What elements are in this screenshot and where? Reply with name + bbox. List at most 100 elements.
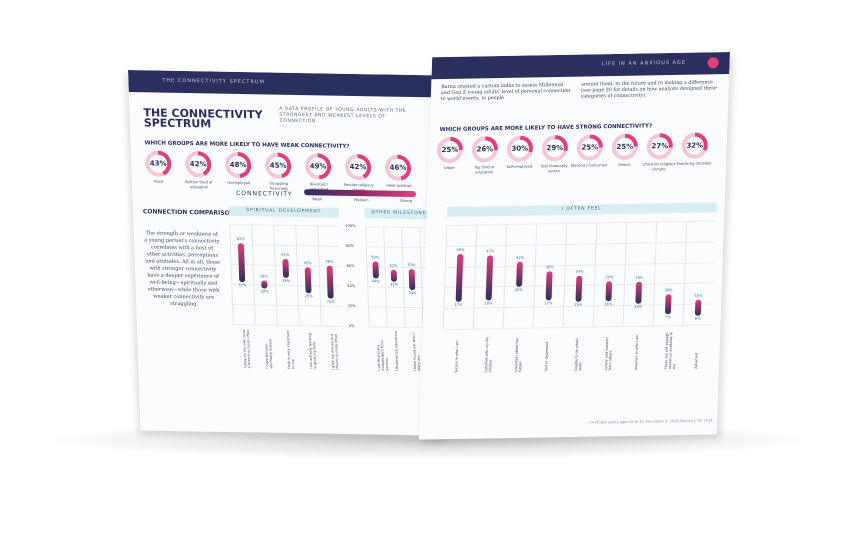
value-top: 47% bbox=[486, 248, 495, 254]
category-label: Faith is very important to me bbox=[285, 330, 296, 370]
weak-question: WHICH GROUPS ARE MORE LIKELY TO HAVE WEA… bbox=[144, 140, 350, 150]
category-label: I have found out who I really am bbox=[411, 333, 422, 372]
category-label: I finished my education bbox=[393, 331, 400, 371]
donut-value: 46% bbox=[388, 158, 408, 177]
category-label: There are not enough resources available… bbox=[664, 331, 677, 370]
grid-line bbox=[232, 303, 343, 307]
spiritual-panel: SPIRITUAL DEVELOPMENT 62% 32% I pray on my… bbox=[228, 205, 346, 408]
donut-chart: 26% bbox=[471, 136, 499, 163]
range-bar bbox=[605, 280, 613, 302]
value-bottom: 36% bbox=[282, 279, 291, 284]
donut-chart: 25% bbox=[436, 136, 464, 164]
axis-tick: 20% bbox=[347, 303, 357, 309]
donut-value: 25% bbox=[615, 137, 635, 157]
donut-value: 45% bbox=[268, 156, 288, 175]
range-bar bbox=[304, 266, 312, 293]
value-top: 62% bbox=[236, 237, 245, 242]
legend-low: Weak bbox=[312, 197, 323, 202]
range-bar bbox=[372, 261, 379, 279]
value-top: 33% bbox=[575, 269, 584, 274]
donut-chart: 46% bbox=[384, 154, 412, 182]
category-label: Unable to do what I want bbox=[574, 337, 583, 371]
donut-label: Bottom third of education bbox=[185, 180, 213, 189]
band-text: THE CONNECTIVITY SPECTRUM bbox=[162, 77, 265, 86]
value-top: 45% bbox=[303, 260, 312, 265]
category-label: I am actively working to grow my faith bbox=[307, 332, 318, 370]
feel-panel: I OFTEN FEEL 48% 17% Secure in who I am 47%… bbox=[440, 202, 717, 397]
donut-value: 26% bbox=[475, 140, 495, 159]
donut-label: Christian religious climate bbox=[642, 162, 676, 171]
value-top: 42% bbox=[515, 256, 525, 261]
strong-question: WHICH GROUPS ARE MORE LIKELY TO HAVE STR… bbox=[439, 123, 653, 134]
grid-column bbox=[502, 223, 508, 329]
grid-column bbox=[401, 226, 406, 328]
page-number-badge bbox=[707, 57, 719, 69]
value-bottom: 44% bbox=[371, 278, 381, 284]
page-subtitle: A DATA PROFILE OF YOUNG ADULTS WITH THE … bbox=[279, 106, 407, 125]
donut-chart: 25% bbox=[611, 133, 639, 161]
value-bottom: 16% bbox=[604, 302, 613, 307]
donut-label: Unemployed bbox=[227, 180, 251, 186]
grid-column bbox=[622, 221, 628, 327]
value-top: 34% bbox=[259, 274, 269, 279]
range-bar bbox=[237, 243, 246, 283]
value-top: 20% bbox=[664, 287, 673, 293]
sidebar-text: The strength or weakness of a young pers… bbox=[144, 230, 221, 308]
grid-column bbox=[383, 226, 388, 327]
category-label: I give my money to a church or more ofte… bbox=[329, 333, 340, 370]
grid-column bbox=[317, 225, 322, 326]
axis-tick: 100% bbox=[345, 223, 356, 229]
grid-column bbox=[442, 225, 448, 330]
donut-label: Rural bbox=[154, 179, 164, 184]
category-label: Secure in who I am bbox=[454, 340, 460, 374]
grid-column bbox=[472, 224, 478, 329]
range-bar bbox=[694, 299, 702, 316]
grid-line bbox=[229, 243, 340, 247]
category-label: Insecure in who I am bbox=[634, 334, 640, 370]
donut-chart: 49% bbox=[304, 153, 332, 180]
donut-label: Married / Civil union bbox=[571, 163, 608, 168]
footer-note: n=15,369 adults ages 18 to 35, December … bbox=[589, 418, 714, 425]
donut-chart: 29% bbox=[541, 134, 569, 162]
grid-line bbox=[232, 323, 343, 327]
category-label: Ashamed bbox=[693, 352, 699, 369]
value-bottom: 26% bbox=[514, 288, 524, 293]
value-top: 59% bbox=[371, 255, 380, 260]
grid-line bbox=[446, 220, 717, 227]
right-page: LIFE IN AN ANXIOUS AGE Barna created a c… bbox=[418, 52, 730, 440]
category-label: I pray on my own once a month or more of… bbox=[241, 329, 252, 369]
donut-value: 42% bbox=[188, 155, 208, 174]
donut-label: Practicing Christian bbox=[676, 161, 712, 167]
donut-label: Parent bbox=[618, 162, 631, 168]
donut-chart: 25% bbox=[576, 134, 604, 161]
intro-left: Barna created a custom index to assess M… bbox=[440, 82, 571, 103]
value-bottom: 6% bbox=[694, 316, 701, 321]
range-bar bbox=[390, 269, 398, 282]
value-bottom: 16% bbox=[574, 302, 583, 307]
donut-chart: 32% bbox=[681, 132, 709, 159]
category-label: Lonely and isolated from others bbox=[604, 337, 613, 371]
value-top: 52% bbox=[389, 263, 398, 268]
value-top: 28% bbox=[635, 275, 644, 281]
range-bar bbox=[545, 271, 553, 301]
axis-tick: 60% bbox=[346, 263, 355, 269]
value-top: 16% bbox=[694, 293, 703, 298]
value-bottom: 28% bbox=[260, 289, 269, 294]
grid-column bbox=[295, 225, 300, 326]
value-top: 36% bbox=[545, 265, 554, 270]
sidebar-title: CONNECTION COMPARISONS bbox=[142, 208, 240, 218]
value-bottom: 14% bbox=[634, 304, 643, 309]
donut-label: Feel financially secure bbox=[540, 163, 568, 173]
value-top: 51% bbox=[281, 252, 290, 257]
legend-title: CONNECTIVITY bbox=[236, 189, 293, 198]
donut-value: 27% bbox=[650, 137, 670, 156]
category-label: Uncertain about the future bbox=[514, 337, 523, 372]
category-label: I am financially independent from parent… bbox=[376, 340, 390, 371]
grid-column bbox=[682, 220, 688, 325]
range-bar bbox=[485, 254, 494, 301]
value-bottom: 18% bbox=[484, 301, 493, 306]
donut-chart: 30% bbox=[506, 135, 534, 162]
donut-chart: 42% bbox=[344, 153, 372, 181]
value-bottom: 34% bbox=[408, 290, 417, 295]
